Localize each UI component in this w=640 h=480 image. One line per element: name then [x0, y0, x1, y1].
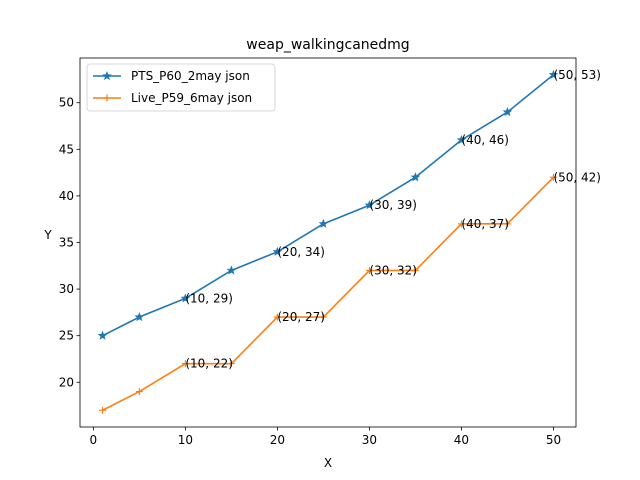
legend-item-1: PTS_P60_2may json — [93, 69, 250, 83]
data-point — [503, 220, 511, 228]
data-point — [181, 360, 189, 368]
series-line-2 — [102, 176, 555, 411]
data-point — [319, 313, 327, 321]
data-point — [365, 266, 373, 274]
data-point — [97, 330, 108, 340]
x-tick-label: 10 — [178, 433, 193, 447]
legend: PTS_P60_2may json Live_P59_6may json — [86, 63, 276, 112]
data-point — [456, 134, 467, 145]
data-point — [273, 313, 281, 321]
plot-area — [79, 57, 577, 428]
y-tick-label: 45 — [59, 142, 74, 156]
legend-label: Live_P59_6may json — [131, 91, 252, 105]
legend-marker — [102, 70, 112, 81]
plot-frame — [79, 57, 577, 428]
data-point — [410, 172, 421, 182]
point-annotation: (10, 22) — [185, 357, 233, 371]
chart-title: weap_walkingcanedmg — [246, 37, 409, 53]
data-point — [226, 265, 237, 275]
data-point — [318, 218, 329, 228]
point-annotation: (50, 53) — [553, 68, 601, 82]
point-annotation: (50, 42) — [553, 170, 601, 184]
x-axis-ticks: 0 10 20 30 40 50 — [90, 427, 561, 447]
data-point — [180, 293, 191, 303]
legend-box — [86, 63, 276, 112]
data-point — [411, 266, 419, 274]
y-tick-label: 30 — [59, 282, 74, 296]
legend-item-2: Live_P59_6may json — [93, 91, 252, 105]
point-annotation: (20, 27) — [277, 310, 325, 324]
annotation-layer: (10, 29) (20, 34) (30, 39) (40, 46) (50, 53)… — [185, 68, 601, 371]
x-axis-label: X — [324, 456, 332, 470]
point-annotation: (30, 39) — [369, 198, 417, 212]
x-tick-label: 0 — [90, 433, 98, 447]
point-annotation: (10, 29) — [185, 291, 233, 305]
series-line-1 — [102, 74, 554, 337]
point-annotation: (30, 32) — [369, 263, 417, 277]
x-tick-label: 50 — [546, 433, 561, 447]
point-annotation: (40, 46) — [461, 133, 509, 147]
data-point — [134, 312, 145, 322]
y-tick-label: 20 — [59, 375, 74, 389]
data-point — [364, 200, 375, 210]
point-annotation: (40, 37) — [461, 217, 509, 231]
x-tick-label: 40 — [454, 433, 469, 447]
series-layer — [97, 69, 559, 414]
data-point — [549, 173, 557, 181]
data-point — [99, 406, 107, 414]
data-point — [272, 246, 283, 256]
data-point — [548, 69, 559, 79]
data-point — [135, 388, 143, 396]
legend-label: PTS_P60_2may json — [131, 69, 250, 83]
y-axis-ticks: 20 25 30 35 40 45 50 — [59, 96, 80, 389]
y-tick-label: 35 — [59, 236, 74, 250]
x-tick-label: 20 — [270, 433, 285, 447]
data-point — [502, 107, 513, 117]
y-tick-label: 25 — [59, 329, 74, 343]
legend-marker — [103, 94, 111, 102]
point-annotation: (20, 34) — [277, 245, 325, 259]
x-tick-label: 30 — [362, 433, 377, 447]
data-point — [227, 360, 235, 368]
y-tick-label: 40 — [59, 189, 74, 203]
y-tick-label: 50 — [59, 96, 74, 110]
data-point — [457, 220, 465, 228]
y-axis-label: Y — [43, 228, 52, 242]
